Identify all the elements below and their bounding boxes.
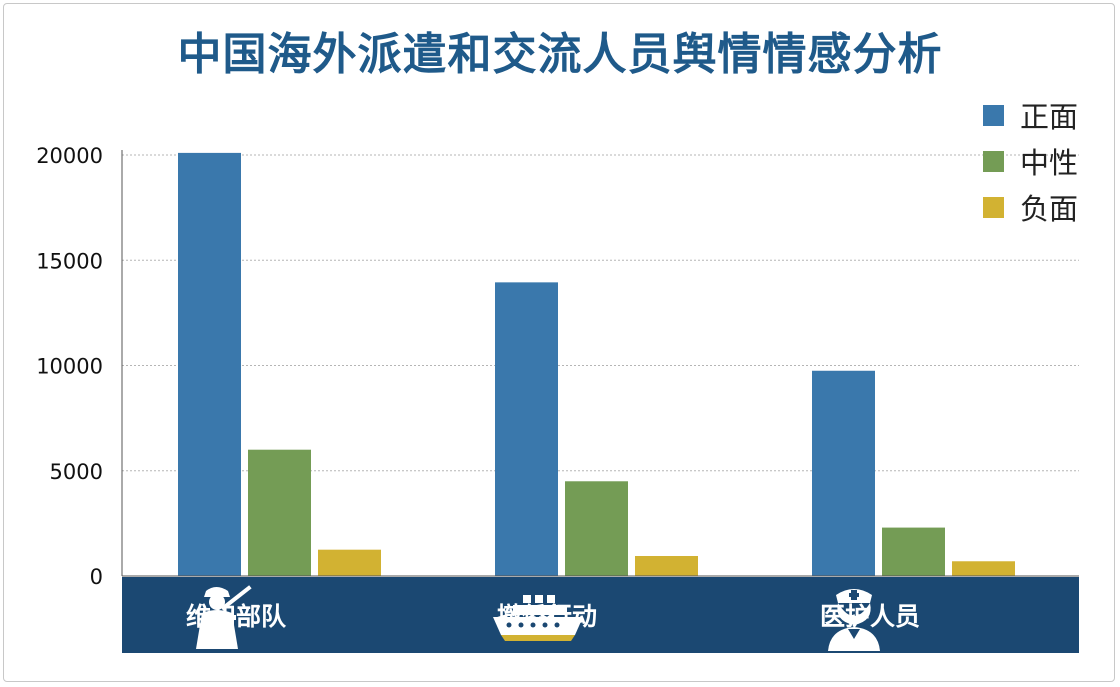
legend-label-negative: 负面 [1020, 192, 1079, 226]
legend-swatch-positive [983, 104, 1004, 126]
nurse-icon [828, 589, 880, 651]
bar [635, 556, 698, 576]
legend-item-neutral: 中性 [983, 138, 1078, 184]
legend-item-negative: 负面 [983, 184, 1078, 230]
legend-label-neutral: 中性 [1020, 146, 1079, 180]
legend-swatch-neutral [983, 150, 1004, 172]
bar [178, 152, 241, 576]
legend-swatch-negative [983, 196, 1004, 218]
legend-item-positive: 正面 [983, 92, 1078, 138]
category-band: 维和部队 撤侨行动 医护人员 [122, 577, 1079, 653]
bar [565, 481, 628, 576]
category-medical: 医护人员 [812, 577, 920, 653]
legend: 正面 中性 负面 [983, 92, 1078, 230]
bar [812, 370, 875, 576]
y-tick-label: 5000 [50, 460, 103, 484]
ship-icon [493, 595, 583, 641]
category-peacekeeping: 维和部队 [178, 577, 286, 653]
y-tick-label: 20000 [36, 144, 103, 168]
bar [248, 449, 311, 576]
bar [952, 561, 1015, 576]
legend-label-positive: 正面 [1020, 100, 1079, 134]
chart-title: 中国海外派遣和交流人员舆情情感分析 [177, 29, 943, 80]
bar [882, 527, 945, 576]
bar [495, 282, 558, 576]
bar [318, 549, 381, 576]
y-tick-label: 0 [90, 565, 103, 589]
category-evacuation: 撤侨行动 [489, 577, 597, 653]
y-tick-label: 15000 [36, 249, 103, 273]
soldier-icon [196, 585, 252, 649]
y-tick-label: 10000 [36, 355, 103, 379]
